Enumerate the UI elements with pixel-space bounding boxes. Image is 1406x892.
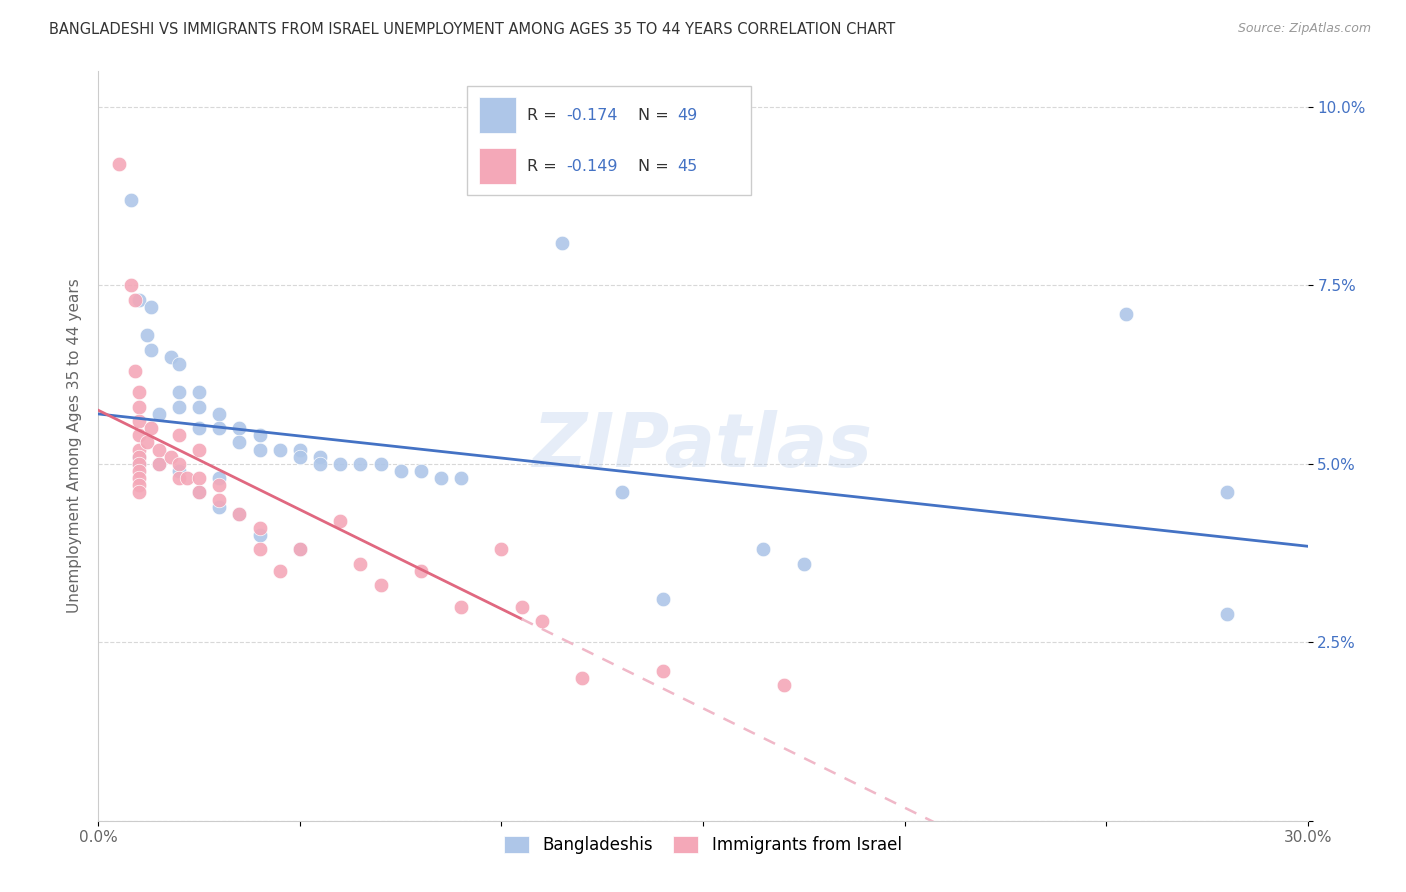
Point	[148, 407, 170, 421]
Point	[329, 457, 352, 471]
Point	[793, 557, 815, 571]
Text: BANGLADESHI VS IMMIGRANTS FROM ISRAEL UNEMPLOYMENT AMONG AGES 35 TO 44 YEARS COR: BANGLADESHI VS IMMIGRANTS FROM ISRAEL UN…	[49, 22, 896, 37]
Point	[160, 350, 183, 364]
Point	[1216, 607, 1239, 621]
Point	[249, 442, 271, 457]
Point	[249, 428, 271, 442]
Text: ZIPatlas: ZIPatlas	[533, 409, 873, 483]
Point	[612, 485, 634, 500]
Text: Source: ZipAtlas.com: Source: ZipAtlas.com	[1237, 22, 1371, 36]
Point	[249, 542, 271, 557]
Point	[430, 471, 453, 485]
Point	[370, 457, 392, 471]
Point	[139, 300, 162, 314]
Point	[551, 235, 574, 250]
Point	[208, 421, 231, 435]
Point	[139, 343, 162, 357]
Point	[450, 599, 472, 614]
Point	[288, 542, 311, 557]
Point	[167, 471, 190, 485]
Point	[208, 407, 231, 421]
Point	[135, 435, 157, 450]
Point	[128, 478, 150, 492]
Point	[208, 500, 231, 514]
Point	[370, 578, 392, 592]
Point	[167, 457, 190, 471]
Point	[128, 385, 150, 400]
Point	[128, 414, 150, 428]
Point	[124, 364, 146, 378]
Point	[124, 293, 146, 307]
Point	[135, 328, 157, 343]
Point	[510, 599, 533, 614]
Point	[228, 507, 250, 521]
Point	[188, 485, 211, 500]
Point	[1216, 485, 1239, 500]
Point	[128, 400, 150, 414]
Point	[188, 421, 211, 435]
Point	[349, 557, 371, 571]
Point	[148, 442, 170, 457]
Point	[128, 464, 150, 478]
Point	[349, 457, 371, 471]
Point	[249, 521, 271, 535]
Point	[288, 450, 311, 464]
Point	[188, 385, 211, 400]
Point	[208, 492, 231, 507]
Point	[148, 457, 170, 471]
Point	[228, 421, 250, 435]
Point	[269, 442, 291, 457]
Point	[530, 614, 553, 628]
Point	[128, 457, 150, 471]
Y-axis label: Unemployment Among Ages 35 to 44 years: Unemployment Among Ages 35 to 44 years	[66, 278, 82, 614]
Point	[128, 457, 150, 471]
Point	[167, 428, 190, 442]
Point	[148, 457, 170, 471]
Point	[107, 157, 129, 171]
Point	[571, 671, 593, 685]
Point	[167, 357, 190, 371]
Point	[120, 193, 142, 207]
Point	[128, 471, 150, 485]
Point	[1115, 307, 1137, 321]
Point	[288, 442, 311, 457]
Point	[128, 428, 150, 442]
Point	[309, 450, 332, 464]
Point	[167, 400, 190, 414]
Point	[329, 514, 352, 528]
Point	[651, 664, 673, 678]
Point	[128, 450, 150, 464]
Legend: Bangladeshis, Immigrants from Israel: Bangladeshis, Immigrants from Israel	[498, 830, 908, 861]
Point	[772, 678, 794, 692]
Point	[128, 485, 150, 500]
Point	[167, 464, 190, 478]
Point	[176, 471, 198, 485]
Point	[651, 592, 673, 607]
Point	[188, 485, 211, 500]
Point	[389, 464, 412, 478]
Point	[208, 471, 231, 485]
Point	[188, 442, 211, 457]
Point	[269, 564, 291, 578]
Point	[188, 400, 211, 414]
Point	[167, 385, 190, 400]
Point	[309, 457, 332, 471]
Point	[409, 464, 432, 478]
Point	[288, 542, 311, 557]
Point	[128, 293, 150, 307]
Point	[208, 478, 231, 492]
Point	[128, 450, 150, 464]
Point	[249, 528, 271, 542]
Point	[128, 442, 150, 457]
Point	[120, 278, 142, 293]
Point	[139, 421, 162, 435]
Point	[160, 450, 183, 464]
Point	[752, 542, 775, 557]
Point	[409, 564, 432, 578]
Point	[228, 435, 250, 450]
Point	[491, 542, 513, 557]
Point	[188, 471, 211, 485]
Point	[228, 507, 250, 521]
Point	[450, 471, 472, 485]
